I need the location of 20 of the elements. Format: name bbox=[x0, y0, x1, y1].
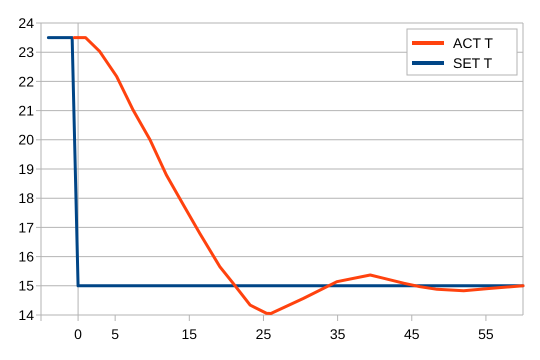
x-tick-label: 0 bbox=[74, 326, 82, 342]
y-tick-label: 20 bbox=[18, 132, 34, 148]
y-tick-label: 16 bbox=[18, 248, 34, 264]
y-tick-label: 21 bbox=[18, 102, 34, 118]
y-tick-label: 18 bbox=[18, 190, 34, 206]
y-tick-label: 24 bbox=[18, 14, 34, 31]
x-tick-label: 35 bbox=[330, 326, 346, 342]
y-tick-label: 14 bbox=[18, 306, 34, 323]
legend-label: SET T bbox=[453, 54, 493, 71]
y-tick-label: 22 bbox=[18, 73, 34, 90]
x-tick-label: 5 bbox=[111, 326, 120, 342]
y-tick-label: 23 bbox=[18, 44, 34, 60]
legend-label: ACT T bbox=[453, 34, 494, 51]
x-tick-label: 55 bbox=[478, 326, 494, 342]
x-tick-label: 15 bbox=[182, 326, 198, 342]
y-tick-label: 17 bbox=[18, 219, 34, 236]
y-tick-label: 19 bbox=[18, 160, 34, 177]
y-tick-label: 15 bbox=[18, 278, 34, 294]
x-tick-label: 45 bbox=[404, 326, 420, 342]
x-tick-label: 25 bbox=[256, 326, 272, 342]
